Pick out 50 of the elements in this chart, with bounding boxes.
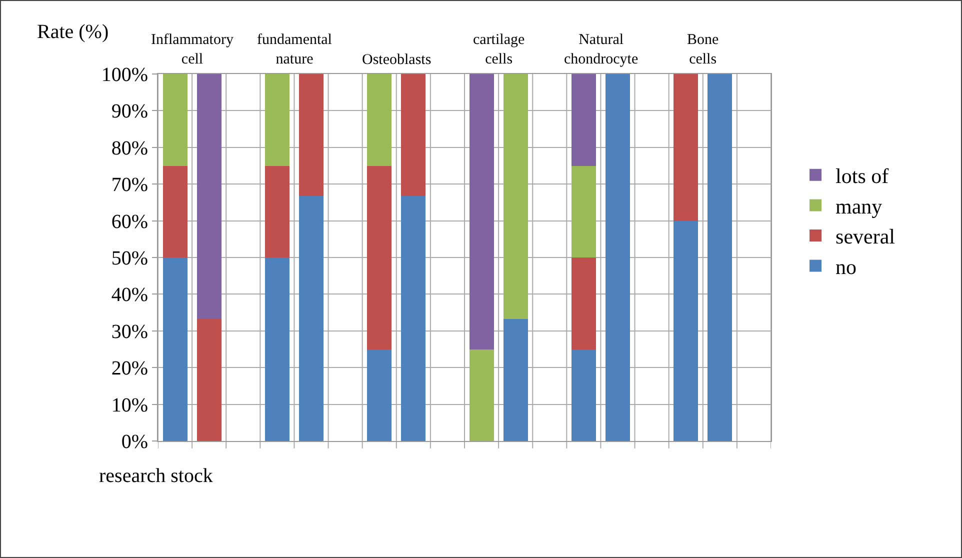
bar [674,220,698,441]
y-tick-label: 20% [111,358,148,380]
legend-label: many [836,194,883,218]
bar [298,196,324,441]
y-tick-label: 100% [101,64,148,86]
text: cartilage cells [473,32,525,68]
bar [367,349,392,441]
text: Osteoblasts [362,52,432,68]
legend-label: several [836,224,896,249]
bar [196,74,222,319]
y-axis-title: Rate (%) [37,21,109,43]
bar [503,318,528,441]
bar [162,166,188,258]
bar [298,74,324,196]
bar [571,74,596,166]
y-tick-label: 30% [111,320,148,343]
bar [162,74,188,166]
bar [571,166,596,258]
y-tick-label: 0% [121,431,148,453]
bar [367,166,392,350]
bar [708,74,732,441]
bar [571,258,596,350]
y-tick-label: 80% [111,137,148,160]
bar [264,258,290,441]
text: Bone cells [687,32,720,68]
bar [503,74,528,319]
bar [605,74,630,441]
text: fundamental nature [257,32,332,68]
bar [401,74,426,196]
bar [367,74,392,166]
text: Natural chondrocyte [564,32,638,68]
text: Inflammatory cell [151,32,234,68]
x-axis-title: research stock [99,465,213,487]
y-tick-label: 40% [111,284,148,306]
bar [469,74,494,350]
bar [196,318,222,441]
y-tick-label: 60% [111,210,148,233]
bar [469,349,494,441]
y-tick-label: 70% [111,174,148,196]
bar [264,166,290,258]
y-tick-label: 50% [111,248,148,270]
bar [401,196,426,441]
bar [674,74,698,221]
y-tick-label: 10% [111,394,148,416]
bar [162,258,188,441]
y-tick-label: 90% [111,100,148,123]
legend-label: no [836,254,857,279]
legend-label: lots of [836,164,889,188]
bar [571,349,596,441]
bar [264,74,290,166]
